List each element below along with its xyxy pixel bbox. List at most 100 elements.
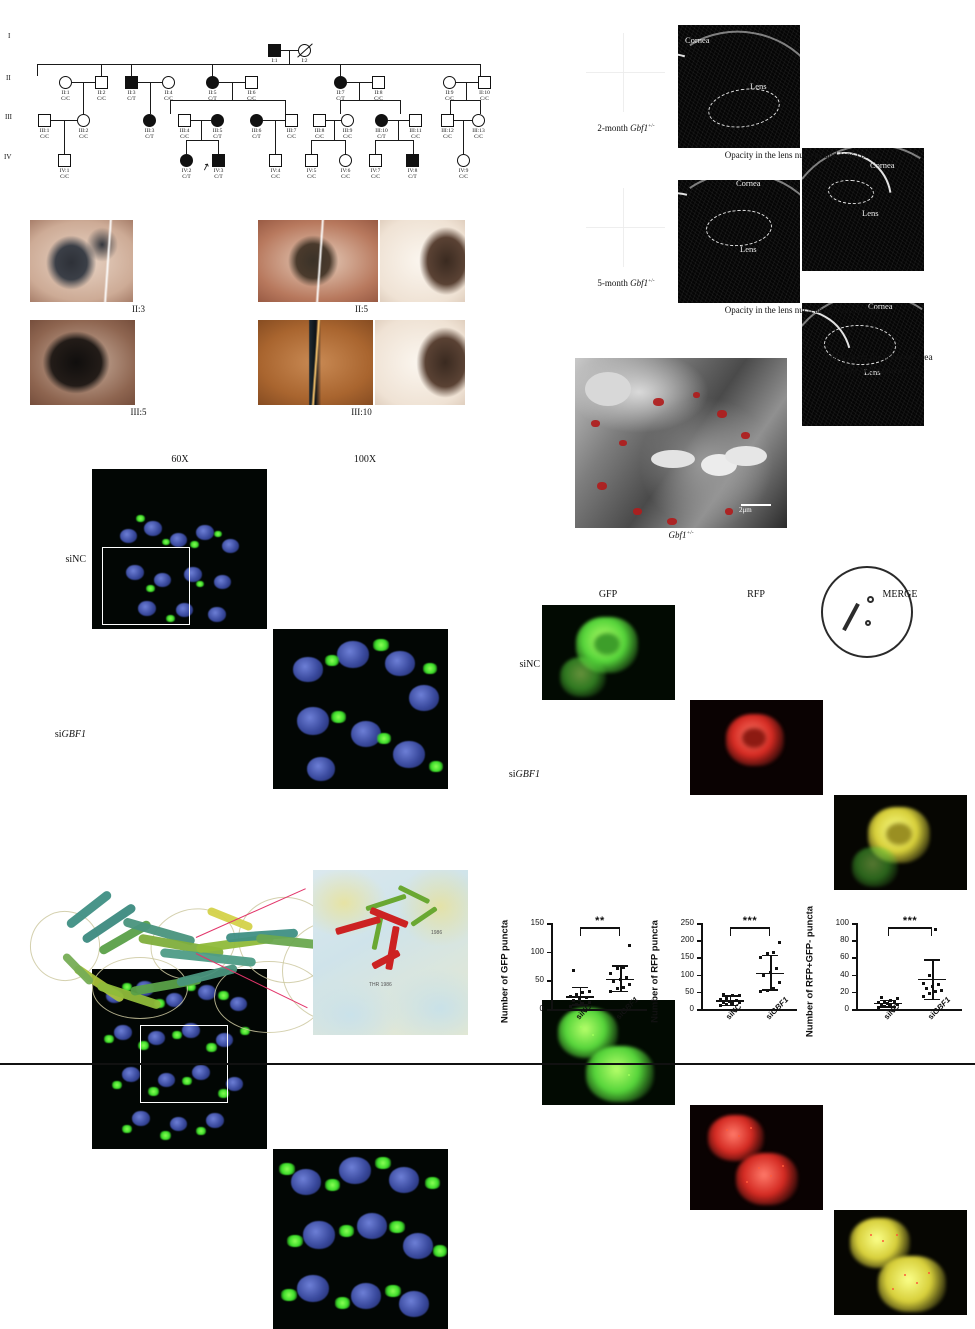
chart-y-tick-label: 20 <box>840 986 849 996</box>
pedigree-symbol-IV-3[interactable]: ↗ IV:3 C/T <box>200 154 225 180</box>
pedigree-symbol-II-9[interactable]: II:9 C/C <box>443 76 456 102</box>
oct-image-2month-right: Cornea Lens <box>802 148 924 271</box>
symbol-genotype-label: C/C <box>247 96 256 102</box>
chart-y-tick <box>547 1009 551 1011</box>
chart-y-tick <box>852 1009 856 1011</box>
symbol-genotype-label: C/T <box>145 134 154 140</box>
chart-error-bar <box>770 954 772 990</box>
chart-data-point <box>921 981 925 985</box>
pedigree-symbol-II-8[interactable]: II:8 C/C <box>372 76 385 102</box>
pedigree-symbol-II-4[interactable]: II:4 C/C <box>162 76 175 102</box>
em-genotype-sup: +/- <box>686 530 694 536</box>
chart-significance-bracket <box>729 927 771 936</box>
proband-arrow-icon: ↗ <box>200 160 212 175</box>
chart-data-point <box>927 992 931 996</box>
em-scalebar-label: 2μm <box>739 506 752 514</box>
chart-data-point <box>627 983 631 987</box>
chart-data-point <box>731 1001 735 1005</box>
oct-label-lens: Lens <box>740 244 757 254</box>
protein-structure-panel: 1986 THR 1986 <box>0 870 470 1050</box>
pedigree-symbol-III-12[interactable]: III:12 C/C <box>441 114 454 140</box>
mouse-age-genotype-label-2month: 2-month Gbf1+/- <box>570 123 682 133</box>
chart-data-point <box>895 997 899 1001</box>
chart-data-point <box>933 928 937 932</box>
chart-data-point <box>771 950 775 954</box>
fluor-row-label-sinc: siNC <box>519 659 540 670</box>
chart-y-tick <box>697 957 701 959</box>
pedigree-symbol-III-1[interactable]: III:1 C/C <box>38 114 51 140</box>
chart-y-axis <box>856 923 858 1009</box>
pedigree-symbol-II-2[interactable]: II:2 C/C <box>95 76 108 102</box>
chart-y-tick-label: 150 <box>530 918 544 927</box>
pedigree-symbol-III-3[interactable]: III:3 C/T <box>143 114 156 140</box>
if-roi-box-sinc <box>102 547 190 625</box>
chart-error-cap <box>721 995 738 997</box>
symbol-genotype-label: C/C <box>60 174 69 180</box>
fluor-row-label-sigbf1: siGBF1 <box>478 769 540 781</box>
symbol-genotype-label: C/C <box>61 96 70 102</box>
pedigree-symbol-IV-6[interactable]: IV:6 C/C <box>339 154 352 180</box>
em-gene-text: Gbf1 <box>668 530 687 540</box>
chart-data-point <box>877 1000 880 1004</box>
chart-y-tick <box>852 940 856 942</box>
symbol-genotype-label: C/C <box>411 134 420 140</box>
chart-error-cap <box>879 999 896 1002</box>
chart-data-point <box>737 1001 741 1005</box>
symbol-id-label: II:2 <box>97 90 106 96</box>
chart-data-point <box>883 999 887 1003</box>
pedigree-symbol-I-1[interactable]: I:1 <box>268 44 281 64</box>
chart-y-tick <box>547 923 551 925</box>
chart-error-cap <box>612 965 629 967</box>
chart-data-point <box>889 1004 893 1008</box>
symbol-genotype-label: C/C <box>374 96 383 102</box>
pedigree-symbol-II-10[interactable]: II:10 C/C <box>478 76 491 102</box>
pedigree-symbol-IV-8[interactable]: IV:8 C/T <box>406 154 419 180</box>
chart-data-point <box>719 997 722 1001</box>
if-image-sinc-60x <box>92 469 267 629</box>
symbol-genotype-label: C/C <box>271 174 280 180</box>
pedigree-symbol-III-11[interactable]: III:11 C/C <box>409 114 422 140</box>
pedigree-symbol-II-6[interactable]: II:6 C/C <box>245 76 258 102</box>
generation-label-III: III <box>5 113 12 121</box>
pedigree-symbol-III-10[interactable]: III:10 C/T <box>375 114 388 140</box>
symbol-id-label: II:9 <box>445 90 454 96</box>
chart-y-tick-label: 100 <box>530 946 544 956</box>
symbol-id-label: IV:1 <box>59 168 70 174</box>
pedigree-symbol-IV-4[interactable]: IV:4 C/C <box>269 154 282 180</box>
pedigree-symbol-IV-7[interactable]: IV:7 C/C <box>369 154 382 180</box>
chart-data-point <box>725 1002 729 1006</box>
slit-lamp-photo-II3-right <box>135 220 247 302</box>
oct-caption-5month: Opacity in the lens nucleus and lens cor… <box>724 305 882 315</box>
pedigree-symbol-III-6[interactable]: III:6 C/T <box>250 114 263 140</box>
pedigree-symbol-III-13[interactable]: III:13 C/C <box>472 114 485 140</box>
pedigree-symbol-IV-5[interactable]: IV:5 C/C <box>305 154 318 180</box>
pedigree-symbol-I-2[interactable]: I:2 <box>298 44 311 64</box>
pedigree-symbol-II-1[interactable]: II:1 C/C <box>59 76 72 102</box>
symbol-id-label: II:7 <box>336 90 345 96</box>
slit-lamp-photo-II5-left <box>258 220 378 302</box>
pedigree-symbol-III-4[interactable]: III:4 C/C <box>178 114 191 140</box>
pedigree-symbol-III-9[interactable]: III:9 C/C <box>341 114 354 140</box>
symbol-genotype-label: C/C <box>97 96 106 102</box>
symbol-genotype-label: C/T <box>208 96 217 102</box>
pedigree-symbol-III-5[interactable]: III:5 C/T <box>211 114 224 140</box>
pedigree-symbol-III-7[interactable]: III:7 C/C <box>285 114 298 140</box>
symbol-id-label: III:7 <box>286 128 297 134</box>
pedigree-symbol-IV-2[interactable]: IV:2 C/T <box>180 154 193 180</box>
pedigree-symbol-IV-9[interactable]: IV:9 C/C <box>457 154 470 180</box>
pedigree-symbol-IV-1[interactable]: IV:1 C/C <box>58 154 71 180</box>
chart-error-cap <box>879 1006 896 1008</box>
chart-y-tick <box>697 991 701 994</box>
pedigree-symbol-III-2[interactable]: III:2 C/C <box>77 114 90 140</box>
pedigree-symbol-II-3[interactable]: II:3 C/T <box>125 76 138 102</box>
chart-data-point <box>924 986 928 990</box>
pedigree-symbol-II-7[interactable]: II:7 C/T <box>334 76 347 102</box>
pedigree-symbol-III-8[interactable]: III:8 C/C <box>313 114 326 140</box>
chart-y-tick <box>547 951 551 954</box>
pedigree-symbol-II-5[interactable]: II:5 C/T <box>206 76 219 102</box>
symbol-genotype-label: C/C <box>371 174 380 180</box>
chart-y-tick-label: 250 <box>680 918 694 927</box>
chart-data-point <box>581 1001 585 1005</box>
symbol-id-label: II:3 <box>127 90 136 96</box>
if-image-sinc-100x <box>273 629 448 789</box>
